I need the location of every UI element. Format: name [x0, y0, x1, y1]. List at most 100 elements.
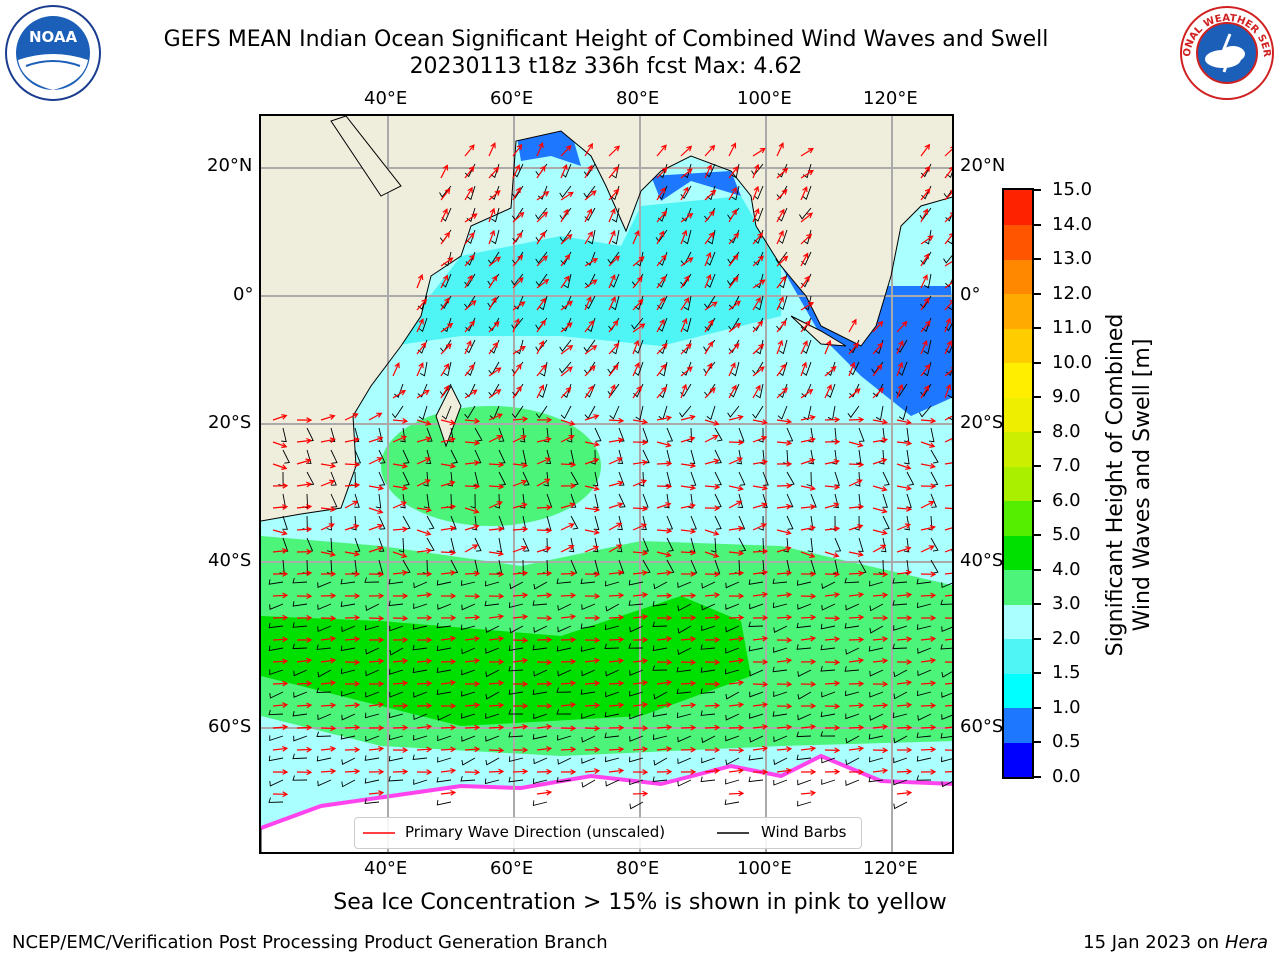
lon-tick-top-60e: 60°E: [490, 88, 534, 109]
wave-direction-arrow: [272, 594, 288, 597]
wave-direction-arrow: [656, 681, 671, 685]
wave-arrow-head: [498, 526, 505, 532]
wave-arrow-head: [354, 482, 361, 489]
wave-direction-arrow: [776, 616, 792, 619]
wind-barb: [583, 185, 596, 199]
wave-arrow-head: [474, 746, 481, 753]
wind-barb: [556, 777, 572, 783]
wind-barb: [869, 580, 884, 587]
wave-arrow-head: [906, 506, 913, 512]
wave-arrow-head: [712, 434, 719, 441]
wind-barb: [412, 754, 428, 761]
wave-direction-arrow: [464, 187, 473, 201]
wave-arrow-head: [882, 767, 889, 774]
wave-direction-arrow: [584, 529, 599, 534]
wave-direction-arrow: [512, 528, 528, 531]
lat-tick-right-60s: 60°S: [960, 716, 1004, 737]
wind-barb: [436, 777, 452, 783]
wave-direction-arrow: [752, 485, 767, 489]
wave-arrow-head: [306, 417, 313, 424]
wave-arrow-head: [378, 680, 385, 687]
wave-direction-arrow: [944, 594, 952, 597]
wave-arrow-head: [780, 320, 787, 327]
wind-barb: [605, 756, 620, 763]
wave-arrow-head: [468, 232, 475, 239]
wave-arrow-head: [306, 593, 313, 600]
wind-barb: [618, 559, 625, 574]
wind-barb: [773, 625, 788, 633]
wave-arrow-head: [714, 659, 721, 666]
wave-arrow-head: [785, 546, 792, 552]
wave-direction-arrow: [680, 257, 693, 267]
wind-barb: [869, 603, 884, 612]
wind-barb: [892, 712, 908, 719]
wave-direction-arrow: [272, 747, 287, 751]
colorbar-segment: [1004, 397, 1032, 433]
wave-arrow-head: [566, 233, 573, 240]
wave-arrow-head: [706, 164, 712, 171]
wind-barb: [604, 643, 620, 649]
wave-direction-arrow: [440, 209, 448, 223]
wave-arrow-head: [882, 615, 889, 621]
wave-direction-arrow: [776, 547, 791, 553]
wave-direction-arrow: [656, 551, 671, 557]
wind-barb: [560, 405, 572, 420]
wave-direction-arrow: [320, 681, 335, 685]
wave-direction-arrow: [536, 320, 546, 333]
wave-direction-arrow: [560, 572, 576, 575]
wave-direction-arrow: [512, 364, 522, 377]
wave-arrow-head: [661, 144, 667, 151]
wind-barb: [580, 689, 596, 695]
wind-barb: [269, 779, 284, 787]
wave-arrow-head: [474, 593, 481, 600]
wave-arrow-head: [567, 191, 574, 198]
colorbar-tick-mark: [1034, 741, 1041, 744]
wave-arrow-head: [378, 636, 385, 643]
wave-arrow-head: [467, 186, 473, 193]
wave-arrow-head: [732, 276, 739, 283]
wave-arrow-head: [730, 142, 737, 149]
wave-direction-arrow: [512, 144, 523, 157]
wave-arrow-head: [282, 482, 289, 489]
wave-arrow-head: [514, 318, 520, 325]
wind-barb: [464, 405, 476, 419]
wave-direction-arrow: [728, 485, 743, 490]
wind-barb: [821, 603, 836, 611]
colorbar-tick-label: 7.0: [1052, 455, 1081, 477]
wave-direction-arrow: [800, 389, 813, 399]
wind-barb: [808, 515, 814, 531]
wave-direction-arrow: [608, 145, 620, 157]
wave-direction-arrow: [488, 275, 498, 289]
wave-arrow-head: [689, 484, 697, 491]
wave-arrow-head: [402, 747, 409, 754]
wave-direction-arrow: [320, 523, 334, 531]
wind-barb: [778, 229, 788, 244]
wind-barb: [786, 427, 794, 442]
wave-direction-arrow: [296, 459, 311, 465]
wave-direction-arrow: [488, 463, 504, 466]
wave-arrow-head: [928, 500, 935, 507]
wave-arrow-head: [734, 300, 741, 307]
wave-direction-arrow: [488, 726, 504, 729]
wave-direction-arrow: [416, 593, 431, 597]
wind-barb: [725, 647, 740, 654]
wave-direction-arrow: [560, 254, 570, 267]
wave-arrow-head: [833, 502, 840, 509]
wave-arrow-head: [546, 570, 553, 577]
wind-barb: [686, 427, 693, 443]
wave-direction-arrow: [632, 230, 640, 245]
wave-arrow-head: [853, 342, 859, 349]
wave-direction-arrow: [440, 323, 453, 333]
wind-barb: [796, 644, 812, 650]
wave-direction-arrow: [776, 209, 785, 223]
wind-barb: [701, 757, 716, 764]
wind-barb: [570, 515, 579, 530]
wind-barb: [436, 645, 452, 652]
wave-direction-arrow: [680, 145, 692, 157]
wave-direction-arrow: [944, 384, 951, 399]
wave-direction-arrow: [560, 594, 576, 597]
wind-barb: [904, 449, 910, 465]
wind-barb: [677, 581, 692, 589]
wind-barb: [725, 603, 740, 610]
wave-arrow-head: [614, 255, 620, 262]
